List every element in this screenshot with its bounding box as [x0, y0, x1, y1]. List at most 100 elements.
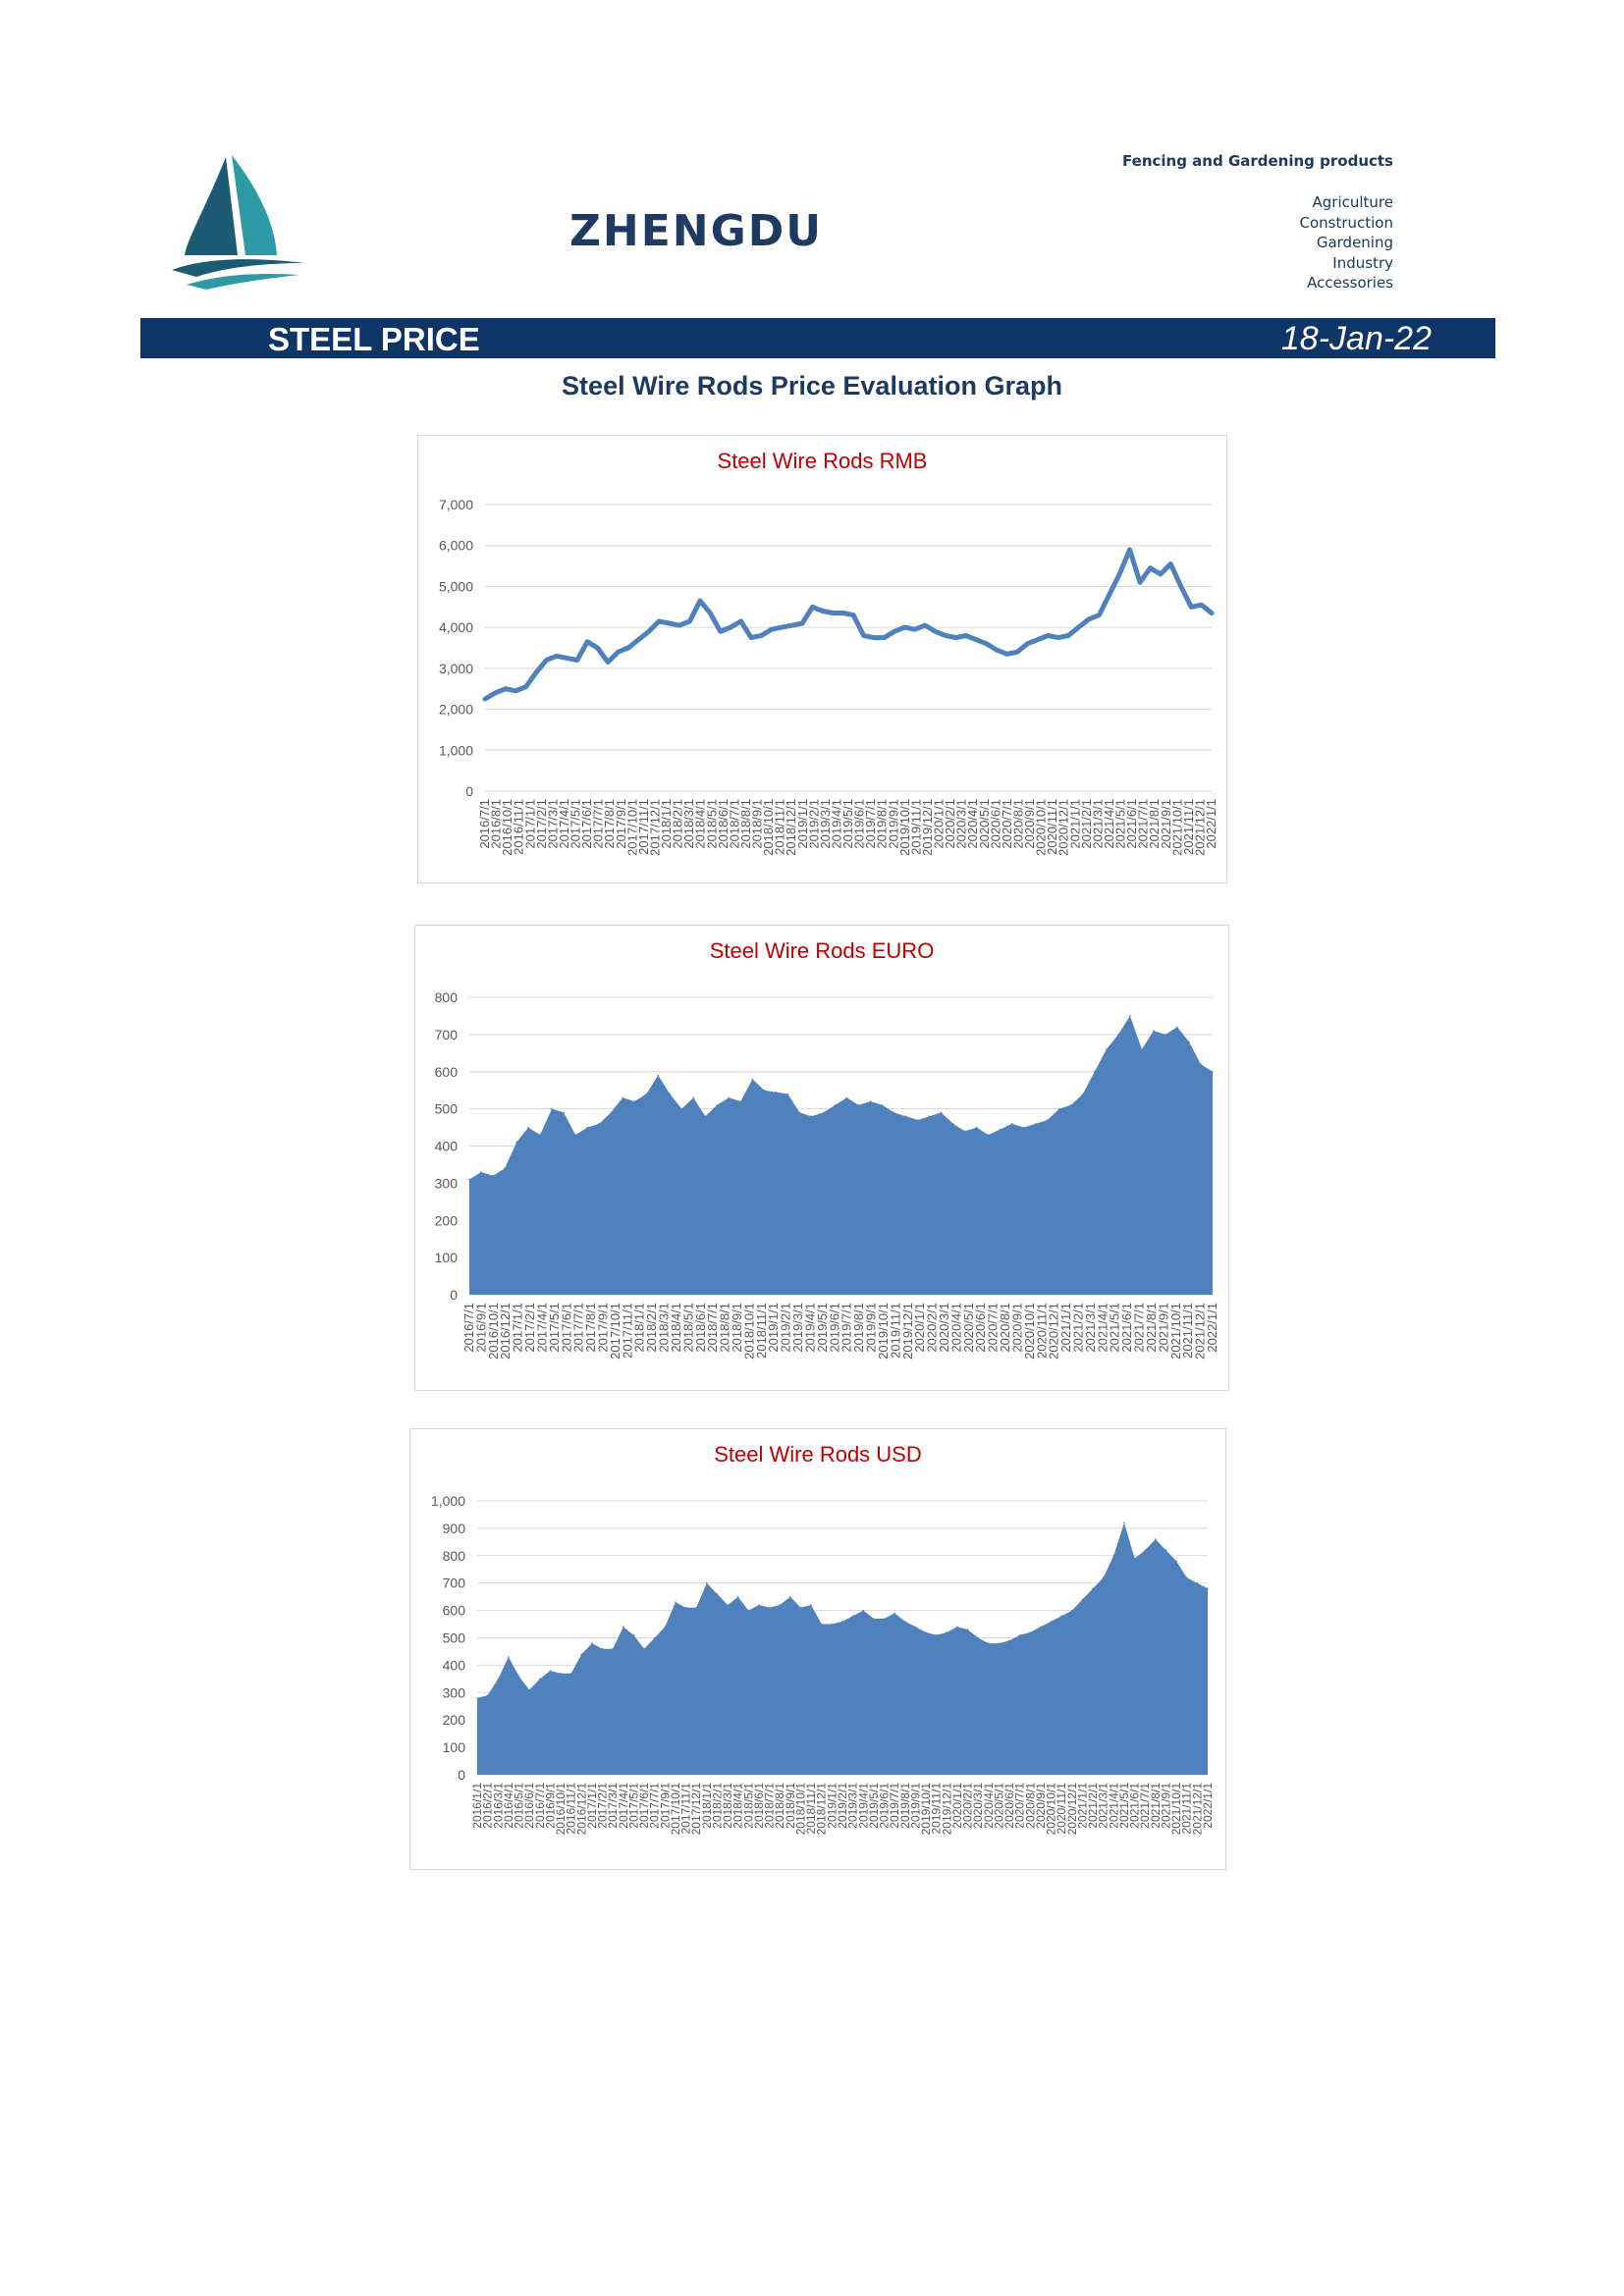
x-tick-label: 2019/5/1 — [840, 799, 855, 849]
data-point — [504, 1167, 506, 1169]
data-point — [893, 1612, 895, 1615]
x-tick-label: 2018/8/1 — [738, 799, 753, 849]
data-point — [893, 630, 895, 633]
data-point — [1088, 618, 1090, 620]
data-point — [560, 1673, 562, 1675]
x-tick-label: 2016/1/1 — [470, 1783, 484, 1829]
x-tick-label: 2021/6/1 — [1119, 1303, 1134, 1353]
rmb-chart: Steel Wire Rods RMB 0 1,000 2,000 3,000 4,000… — [417, 435, 1227, 883]
y-tick-label: 800 — [443, 1548, 466, 1564]
x-tick-label: 2019/3/1 — [818, 799, 833, 849]
data-point — [934, 630, 937, 633]
x-tick-label: 2021/9/1 — [1159, 799, 1173, 849]
y-tick-label: 800 — [435, 989, 459, 1005]
data-point — [1094, 1071, 1096, 1073]
data-point — [1071, 1609, 1073, 1612]
x-tick-label: 2020/12/1 — [1056, 799, 1071, 856]
data-point — [1092, 1587, 1094, 1590]
data-point — [1164, 1549, 1167, 1551]
x-tick-label: 2018/11/1 — [754, 1303, 769, 1359]
x-tick-label: 2018/8/1 — [773, 1783, 786, 1829]
data-point — [1149, 566, 1152, 569]
x-tick-label: 2017/9/1 — [614, 799, 628, 849]
data-point — [760, 634, 763, 637]
x-tick-label: 2019/4/1 — [856, 1783, 870, 1829]
y-tick-label: 600 — [435, 1064, 459, 1080]
x-tick-label: 2018/10/1 — [793, 1783, 807, 1836]
data-point — [574, 1134, 576, 1136]
data-point — [563, 1111, 565, 1114]
data-point — [1050, 1621, 1053, 1623]
data-point — [535, 671, 537, 673]
y-tick-label: 500 — [443, 1630, 466, 1646]
data-point — [1047, 634, 1049, 637]
x-tick-label: 2018/9/1 — [784, 1783, 797, 1829]
x-tick-label: 2019/7/1 — [839, 1303, 854, 1353]
x-tick-label: 2021/11/1 — [1181, 799, 1196, 855]
x-tick-label: 2021/5/1 — [1117, 1783, 1131, 1829]
x-tick-label: 2018/9/1 — [730, 1303, 744, 1353]
usd-chart: Steel Wire Rods USD 0 100 200 300 400 500 600 70… — [409, 1428, 1226, 1870]
x-tick-label: 2018/10/1 — [761, 799, 776, 856]
x-tick-label: 2020/3/1 — [971, 1783, 985, 1829]
x-tick-label: 2020/9/1 — [1034, 1783, 1048, 1829]
data-point — [966, 1629, 969, 1630]
x-tick-label: 2021/2/1 — [1079, 799, 1094, 849]
y-tick-label: 3,000 — [439, 661, 473, 676]
data-point — [684, 1607, 687, 1609]
data-point — [551, 1107, 553, 1110]
data-point — [1128, 549, 1131, 551]
x-tick-label: 2021/5/1 — [1108, 1303, 1122, 1353]
y-tick-label: 6,000 — [439, 538, 473, 554]
x-tick-label: 2019/5/1 — [815, 1303, 830, 1353]
x-tick-label: 2017/7/1 — [591, 799, 606, 849]
x-tick-label: 2020/6/1 — [1002, 1783, 1016, 1829]
x-tick-label: 2016/11/1 — [565, 1783, 578, 1835]
data-point — [811, 606, 814, 609]
data-point — [965, 634, 967, 637]
x-tick-label: 2020/2/1 — [943, 799, 957, 849]
x-tick-label: 2020/7/1 — [1000, 799, 1014, 849]
category-item: Construction — [1299, 213, 1393, 232]
x-tick-label: 2017/4/1 — [557, 799, 571, 849]
x-tick-label: 2018/2/1 — [671, 799, 685, 849]
x-tick-label: 2021/11/1 — [1180, 1783, 1194, 1835]
x-tick-label: 2021/1/1 — [1067, 799, 1082, 849]
x-tick-label: 2016/7/1 — [461, 1303, 476, 1353]
x-tick-label: 2016/12/1 — [574, 1783, 588, 1836]
x-tick-label: 2021/2/1 — [1086, 1783, 1100, 1829]
data-point — [528, 1688, 530, 1691]
y-tick-label: 1,000 — [431, 1493, 465, 1509]
y-tick-label: 100 — [443, 1739, 466, 1755]
euro-chart: Steel Wire Rods EURO 0 100 200 300 400 500 600 7… — [414, 925, 1229, 1391]
x-tick-label: 2020/7/1 — [986, 1303, 1001, 1353]
x-tick-label: 2019/10/1 — [919, 1783, 933, 1836]
x-tick-label: 2021/8/1 — [1149, 1783, 1163, 1829]
x-tick-label: 2016/5/1 — [513, 1783, 526, 1829]
data-point — [468, 1178, 470, 1181]
data-point — [822, 610, 824, 613]
data-point — [586, 1126, 588, 1129]
data-point — [517, 1675, 520, 1678]
x-tick-label: 2021/4/1 — [1095, 1303, 1110, 1353]
x-tick-label: 2016/4/1 — [502, 1783, 515, 1829]
x-tick-label: 2016/8/1 — [489, 799, 504, 849]
data-point — [798, 1111, 801, 1114]
x-tick-label: 2016/12/1 — [498, 1303, 513, 1360]
x-tick-label: 2018/6/1 — [752, 1783, 766, 1829]
data-point — [975, 638, 978, 641]
y-tick-label: 400 — [435, 1139, 459, 1154]
x-tick-label: 2020/11/1 — [1034, 1303, 1049, 1359]
data-point — [1211, 612, 1213, 614]
data-point — [904, 1621, 906, 1623]
data-point — [781, 626, 784, 628]
x-tick-label: 2021/8/1 — [1147, 799, 1162, 849]
data-point — [946, 1631, 948, 1633]
y-tick-label: 0 — [458, 1767, 465, 1783]
data-point — [539, 1134, 541, 1136]
data-point — [1058, 1107, 1060, 1110]
data-point — [692, 1096, 695, 1099]
data-point — [832, 612, 835, 614]
data-point — [678, 624, 680, 626]
x-tick-label: 2018/10/1 — [741, 1303, 756, 1360]
